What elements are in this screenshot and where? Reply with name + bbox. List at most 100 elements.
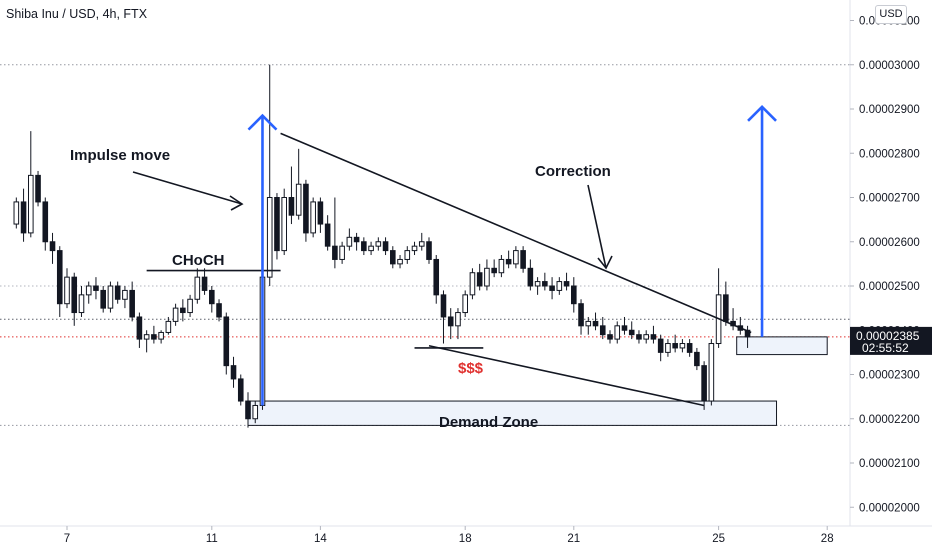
candle-body-up	[455, 312, 461, 327]
candle-body-up	[411, 245, 418, 252]
candle	[85, 281, 92, 304]
candle-body-down	[426, 241, 432, 260]
candle	[165, 316, 172, 335]
candle	[491, 259, 497, 278]
x-tick-label: 11	[206, 533, 218, 545]
candle-body-up	[187, 298, 193, 314]
candle	[209, 286, 215, 313]
candle-body-up	[643, 334, 650, 340]
candle	[143, 330, 150, 353]
candle-body-down	[636, 334, 642, 340]
candle-body-up	[462, 294, 468, 314]
candle	[64, 268, 70, 309]
annotation-demand-zone: Demand Zone	[439, 414, 538, 431]
candle	[462, 290, 468, 317]
candle-body-up	[295, 183, 302, 216]
candle	[614, 321, 621, 344]
annotation-correction: Correction	[535, 163, 611, 180]
candle	[484, 259, 490, 291]
candle-body-down	[701, 365, 707, 402]
currency-button[interactable]: USD	[875, 5, 907, 24]
correction-arrow-head[interactable]	[597, 255, 613, 270]
candle	[237, 374, 244, 406]
impulse-annotation-arrow[interactable]	[132, 171, 243, 205]
candle-body-down	[180, 307, 186, 314]
candle-body-down	[237, 378, 244, 402]
candle	[505, 250, 512, 269]
candle-body-up	[513, 250, 519, 265]
x-tick-label: 14	[314, 533, 327, 545]
candle-body-up	[172, 307, 179, 322]
candle-body-up	[498, 258, 505, 274]
impulse-projection-arrow-head[interactable]	[247, 113, 278, 131]
candle	[520, 246, 526, 273]
candle	[310, 197, 316, 238]
candle	[411, 241, 418, 256]
impulse-arrow-head[interactable]	[229, 195, 244, 211]
candle-body-down	[433, 258, 440, 296]
candle	[563, 272, 570, 291]
candle-body-down	[578, 303, 584, 327]
candle	[266, 64, 273, 286]
candle-body-down	[390, 250, 396, 265]
correction-upper-trendline[interactable]	[280, 132, 752, 334]
candle	[230, 356, 237, 388]
candle-body-down	[245, 400, 251, 420]
candle	[571, 277, 577, 313]
demand-zone-box[interactable]	[247, 400, 778, 426]
candle-body-down	[607, 334, 613, 340]
candle-body-down	[317, 201, 324, 225]
candle	[679, 339, 686, 353]
candle	[100, 286, 107, 313]
candle	[549, 277, 555, 300]
entry-zone-box[interactable]	[736, 336, 828, 356]
candle-body-down	[694, 351, 700, 367]
chart-drawings[interactable]: Impulse move CHoCH Correction $$$ Demand Zon…	[70, 104, 777, 431]
y-tick-label: 0.00002300	[859, 370, 920, 382]
target-projection-arrow-head[interactable]	[747, 104, 777, 122]
candle	[665, 339, 671, 357]
candle	[672, 334, 678, 353]
candle-body-down	[332, 245, 338, 260]
x-tick-label: 28	[821, 533, 834, 545]
candle-body-down	[324, 223, 331, 247]
candle	[534, 277, 541, 295]
candle	[556, 277, 563, 295]
correction-annotation-arrow[interactable]	[587, 184, 607, 269]
candle	[216, 299, 222, 322]
candle-body-down	[151, 334, 157, 340]
candle	[28, 131, 34, 238]
candle-body-up	[28, 174, 34, 234]
candle-body-up	[310, 201, 316, 234]
y-tick-label: 0.00002700	[859, 193, 920, 205]
y-tick-label: 0.00003000	[859, 60, 920, 72]
candle-body-up	[194, 276, 201, 300]
candle-body-down	[382, 241, 389, 252]
candle	[158, 330, 164, 344]
candle-body-up	[85, 285, 92, 296]
candle-body-down	[520, 250, 526, 269]
candle-body-up	[418, 241, 425, 247]
candle	[274, 193, 280, 260]
correction-lower-trendline[interactable]	[428, 344, 705, 407]
candle	[288, 166, 295, 225]
candle	[390, 246, 396, 269]
candle-body-up	[404, 250, 411, 260]
candle	[447, 308, 454, 340]
candle	[361, 237, 367, 256]
candle	[56, 246, 63, 317]
candle-body-down	[542, 281, 548, 287]
y-tick-label: 0.00002500	[859, 281, 920, 293]
candle-body-up	[122, 289, 128, 300]
candle-body-up	[266, 197, 273, 278]
y-tick-label: 0.00002000	[859, 502, 920, 514]
candle-body-down	[447, 316, 454, 327]
candle-body-up	[484, 267, 490, 287]
candle	[686, 339, 693, 357]
candle-body-down	[49, 241, 56, 252]
candle-body-down	[136, 316, 143, 340]
candle-body-up	[107, 285, 114, 309]
candle	[93, 277, 99, 300]
current-price-label-bg	[850, 326, 932, 355]
